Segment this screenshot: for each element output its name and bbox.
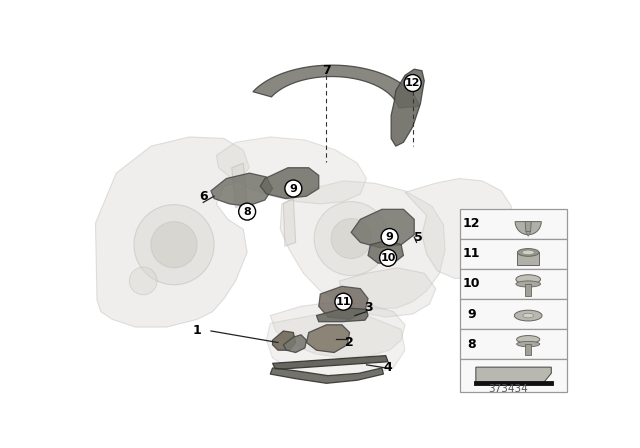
Polygon shape [280,181,445,310]
Text: 12: 12 [463,217,480,230]
Text: 2: 2 [345,336,354,349]
Polygon shape [340,268,436,317]
Text: 11: 11 [463,247,480,260]
Circle shape [151,222,197,268]
Polygon shape [476,367,551,383]
Polygon shape [211,173,273,206]
Bar [460,239,566,269]
Text: 7: 7 [322,64,331,77]
Polygon shape [405,178,511,279]
Text: 10: 10 [463,277,480,290]
Circle shape [239,203,255,220]
Ellipse shape [516,281,541,287]
Polygon shape [270,302,405,358]
Polygon shape [232,163,247,208]
Ellipse shape [516,336,540,343]
Bar [460,209,566,238]
Polygon shape [266,314,405,377]
Polygon shape [284,335,307,353]
Circle shape [404,74,421,91]
Text: 9: 9 [386,232,394,242]
Wedge shape [515,222,541,235]
Circle shape [331,219,371,258]
Polygon shape [216,137,367,204]
Text: 8: 8 [467,337,476,350]
Text: 8: 8 [243,207,251,217]
Bar [460,299,566,329]
Text: 373434: 373434 [488,384,528,394]
Ellipse shape [516,341,540,347]
Circle shape [314,202,388,276]
Bar [460,359,566,392]
Polygon shape [351,209,414,248]
Polygon shape [270,368,383,383]
Polygon shape [273,356,388,370]
Text: 1: 1 [193,324,202,337]
Circle shape [380,250,397,266]
Polygon shape [525,284,531,296]
Ellipse shape [516,275,541,284]
Polygon shape [316,308,368,322]
Polygon shape [368,240,403,263]
Ellipse shape [523,313,534,318]
Bar [460,329,566,359]
Text: 11: 11 [335,297,351,307]
Polygon shape [284,198,296,246]
Polygon shape [526,232,531,236]
Polygon shape [260,168,319,198]
Circle shape [381,228,398,246]
Circle shape [285,180,302,197]
Circle shape [129,267,157,295]
Polygon shape [273,331,296,350]
Bar [460,269,566,299]
Text: 9: 9 [289,184,298,194]
Text: 4: 4 [384,362,392,375]
Text: 10: 10 [380,253,396,263]
Text: 12: 12 [405,78,420,88]
Polygon shape [525,344,531,355]
Circle shape [335,293,352,310]
Polygon shape [307,325,349,353]
Polygon shape [95,137,250,327]
Polygon shape [319,286,368,319]
Circle shape [134,205,214,285]
Ellipse shape [515,310,542,321]
Polygon shape [253,65,419,108]
Polygon shape [525,222,531,232]
Text: 6: 6 [199,190,207,202]
Ellipse shape [517,249,539,256]
Text: 5: 5 [415,231,423,244]
Ellipse shape [522,250,534,255]
Text: 3: 3 [364,302,372,314]
Polygon shape [391,69,424,146]
Text: 9: 9 [467,307,476,320]
Polygon shape [517,252,539,265]
